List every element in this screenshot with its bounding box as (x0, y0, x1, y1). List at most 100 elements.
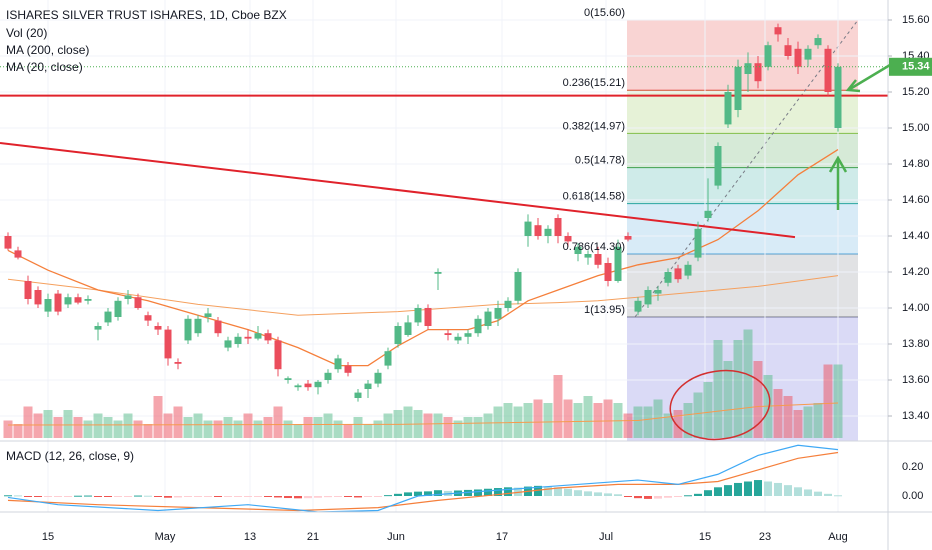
candle-body (674, 268, 682, 280)
macd-histogram-bar (54, 496, 62, 497)
volume-bar (733, 340, 743, 438)
annotation-arrowhead (828, 155, 848, 173)
annotation-arrow (849, 60, 896, 91)
macd-histogram-bar (564, 488, 572, 496)
macd-histogram-bar (824, 493, 832, 496)
candle-body (374, 372, 382, 384)
volume-bar (353, 417, 363, 438)
volume-bar (783, 396, 793, 438)
volume-bar (53, 417, 63, 438)
candle-body (744, 63, 752, 74)
volume-bar (473, 417, 483, 438)
x-tick-label: Aug (828, 531, 848, 543)
macd-histogram-bar (834, 495, 842, 497)
candle-body (774, 27, 782, 35)
volume-bar (253, 420, 263, 438)
volume-bar (523, 403, 533, 438)
last-price-box (889, 57, 932, 76)
candle-body (134, 297, 142, 308)
macd-histogram-bar (164, 496, 172, 498)
macd-histogram-bar (774, 482, 782, 496)
volume-bar (563, 399, 573, 438)
candle-body (424, 308, 432, 326)
volume-bar (153, 396, 163, 438)
volume-bar (283, 420, 293, 438)
volume-bar (3, 420, 13, 438)
macd-histogram-bar (74, 495, 82, 497)
volume-bar (743, 329, 753, 438)
volume-bar (423, 413, 433, 438)
macd-histogram-bar (104, 496, 112, 497)
candle-body (714, 146, 722, 186)
volume-bar (13, 424, 23, 438)
fib-band (627, 254, 858, 317)
macd-histogram-bar (284, 496, 292, 499)
volume-bar (803, 406, 813, 438)
volume-bar (173, 406, 183, 438)
macd-histogram-bar (634, 496, 642, 499)
volume-bar (713, 340, 723, 438)
candle-body (824, 48, 832, 92)
candle-body (814, 38, 822, 46)
macd-histogram-bar (694, 493, 702, 496)
macd-histogram-bar (174, 496, 182, 498)
macd-histogram-bar (214, 496, 222, 497)
volume-bar (213, 420, 223, 438)
macd-histogram-bar (584, 491, 592, 496)
candle-body (724, 92, 732, 125)
trend-line (0, 141, 796, 239)
macd-tick-label: 0.20 (902, 461, 923, 473)
macd-histogram-bar (354, 496, 362, 498)
fib-band (627, 133, 858, 168)
fib-label: 0.618(14.58) (563, 191, 625, 203)
y-tick-label: 15.60 (902, 14, 930, 26)
candle-body (84, 299, 92, 301)
candle-body (474, 318, 482, 334)
macd-histogram-bar (764, 481, 772, 496)
macd-histogram-bar (504, 487, 512, 496)
volume-bar (113, 420, 123, 438)
macd-histogram-bar (394, 493, 402, 496)
macd-histogram-bar (14, 495, 22, 497)
candle-body (504, 300, 512, 308)
candle-body (224, 340, 232, 348)
candle-body (304, 383, 312, 388)
y-tick-label: 14.80 (902, 158, 930, 170)
fib-diagonal (634, 19, 859, 318)
volume-bar (463, 417, 473, 438)
candle-body (484, 311, 492, 326)
candle-body (654, 290, 662, 294)
macd-histogram-bar (614, 494, 622, 496)
indicator-label: MA (20, close) (6, 60, 83, 74)
macd-histogram-bar (754, 480, 762, 496)
candle-body (574, 246, 582, 254)
candle-body (584, 254, 592, 258)
volume-bar (633, 406, 643, 438)
volume-bar (653, 399, 663, 438)
volume-bar (223, 417, 233, 438)
fib-label: 0.786(14.30) (563, 241, 625, 253)
x-tick-label: May (155, 531, 176, 543)
candle-body (244, 336, 252, 339)
macd-histogram-bar (724, 485, 732, 496)
volume-bar (373, 420, 383, 438)
volume-bar (33, 413, 43, 438)
macd-histogram-bar (204, 496, 212, 497)
macd-histogram-bar (84, 495, 92, 497)
macd-label: MACD (12, 26, close, 9) (6, 449, 134, 463)
volume-bar (23, 406, 33, 438)
volume-bar (433, 413, 443, 438)
candle-body (34, 290, 42, 305)
candle-body (344, 365, 352, 373)
volume-bar (73, 417, 83, 438)
x-tick-label: Jun (387, 531, 405, 543)
volume-bar (593, 403, 603, 438)
candle-body (44, 299, 52, 312)
volume-bar (683, 403, 693, 438)
y-tick-label: 15.20 (902, 86, 930, 98)
macd-histogram-bar (64, 496, 72, 497)
volume-bar (43, 410, 53, 438)
candle-body (164, 329, 172, 359)
macd-histogram-bar (274, 496, 282, 498)
volume-bar (123, 413, 133, 438)
